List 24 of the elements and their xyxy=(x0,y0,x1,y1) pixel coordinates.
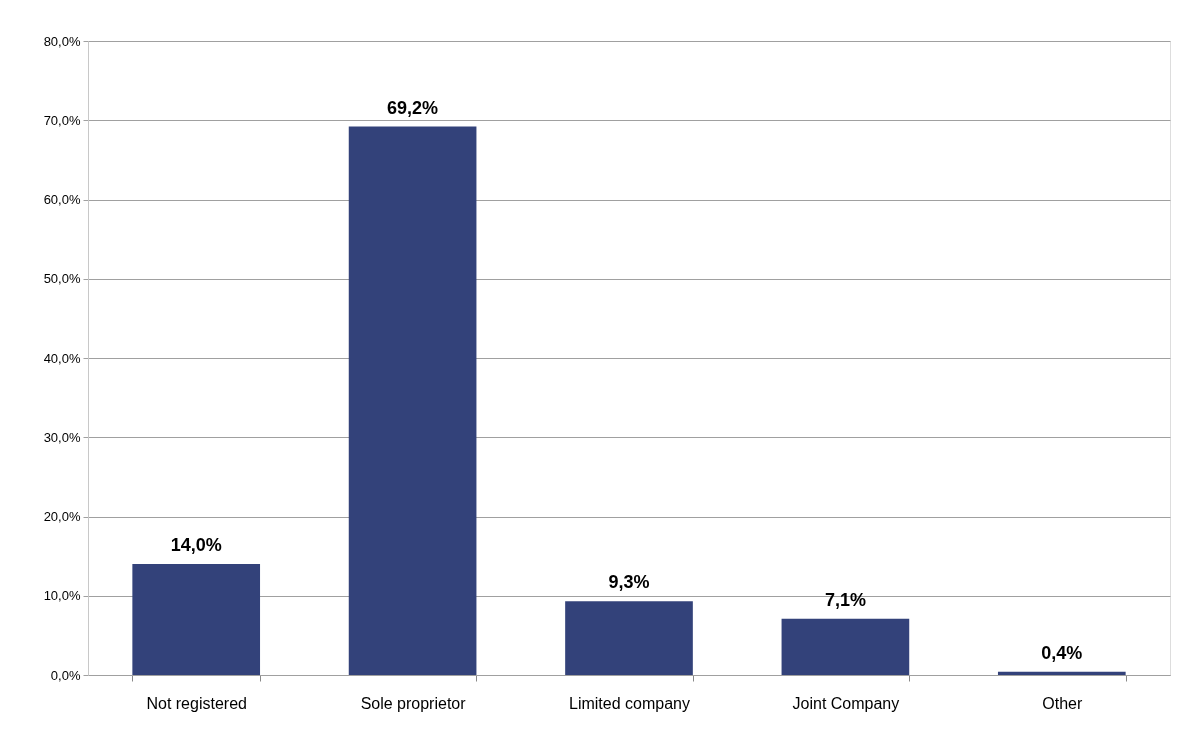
y-tick-label: 0,0% xyxy=(50,667,81,683)
bar xyxy=(781,618,910,675)
y-tick-label: 50,0% xyxy=(43,271,81,287)
y-tick-label: 70,0% xyxy=(43,112,81,128)
bar xyxy=(565,601,693,675)
data-label: 69,2% xyxy=(387,97,439,118)
bar xyxy=(997,671,1126,675)
y-tick-label: 60,0% xyxy=(43,192,81,207)
data-label: 0,4% xyxy=(1041,642,1083,663)
x-tick-label: Not registered xyxy=(146,694,247,712)
bar xyxy=(348,126,477,675)
data-label: 7,1% xyxy=(824,589,866,610)
y-tick-label: 10,0% xyxy=(43,588,81,604)
y-tick-label: 40,0% xyxy=(43,350,81,366)
data-label: 9,3% xyxy=(608,572,650,593)
y-tick-label: 80,0% xyxy=(43,33,81,49)
data-label: 14,0% xyxy=(170,535,222,556)
y-tick-label: 30,0% xyxy=(43,429,81,445)
x-tick-label: Other xyxy=(1042,694,1083,712)
bar xyxy=(132,564,261,675)
x-tick-label: Sole proprietor xyxy=(360,694,467,712)
y-tick-label: 20,0% xyxy=(43,509,81,524)
x-tick-label: Limited company xyxy=(569,694,690,712)
x-tick-label: Joint Company xyxy=(792,694,900,712)
